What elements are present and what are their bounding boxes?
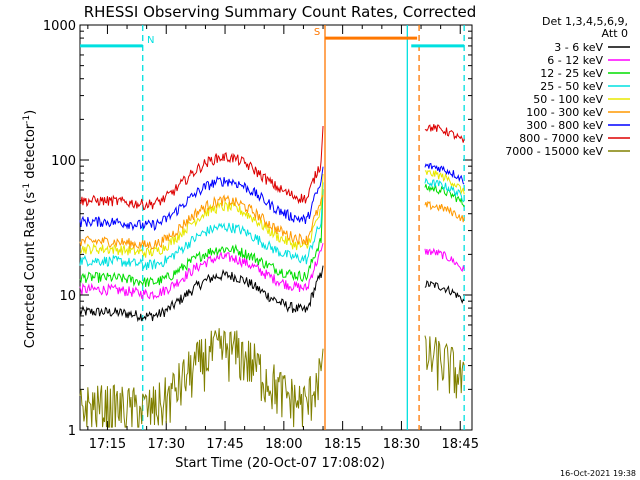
legend-label: 300 - 800 keV	[526, 119, 603, 132]
series-line-pre	[79, 328, 324, 428]
legend-header-line2: Att 0	[602, 27, 628, 40]
series-line-post	[424, 200, 465, 223]
x-tick-label: 17:45	[206, 437, 243, 452]
axes-frame	[79, 24, 473, 431]
legend-label: 800 - 7000 keV	[519, 132, 603, 145]
legend-label: 25 - 50 keV	[540, 80, 603, 93]
series-line-post	[424, 162, 465, 185]
x-tick-label: 18:30	[383, 437, 420, 452]
series-line-pre	[79, 126, 324, 211]
x-tick-label: 17:30	[148, 437, 185, 452]
time-markers	[142, 25, 465, 430]
series-line-post	[424, 247, 465, 273]
x-tick-label: 18:45	[442, 437, 479, 452]
chart-title: RHESSI Observing Summary Count Rates, Co…	[84, 3, 477, 21]
series-line-pre	[79, 189, 324, 287]
series-line-post	[424, 124, 465, 143]
y-tick-label: 1000	[43, 19, 76, 34]
y-tick-label: 1	[68, 424, 76, 439]
legend-label: 7000 - 15000 keV	[505, 145, 603, 158]
flag-label: N	[147, 35, 154, 46]
footer-timestamp: 16-Oct-2021 19:38	[560, 469, 636, 478]
legend-label: 3 - 6 keV	[554, 41, 603, 54]
y-tick-labels: 1 10 100 1000	[43, 19, 76, 439]
x-tick-label: 18:15	[324, 437, 361, 452]
series-line-pre	[79, 182, 324, 270]
series-line-pre	[79, 243, 324, 301]
y-tick-label: 100	[51, 154, 76, 169]
legend-label: 100 - 300 keV	[526, 106, 603, 119]
x-tick-label: 18:00	[265, 437, 302, 452]
series-line-pre	[79, 173, 324, 258]
y-axis-label: Corrected Count Rate (s-1 detector-1)	[22, 110, 38, 348]
series-line-post	[424, 335, 465, 399]
series-line-post	[424, 177, 465, 203]
series-line-pre	[79, 166, 324, 232]
series-line-pre	[79, 265, 324, 323]
x-tick-labels: 17:15 17:30 17:45 18:00 18:15 18:30 18:45	[89, 437, 479, 452]
legend-label: 50 - 100 keV	[533, 93, 603, 106]
flag-bars: NS	[80, 27, 465, 48]
series-lines	[79, 124, 465, 428]
series-line-pre	[79, 194, 324, 250]
plot-frame	[79, 24, 473, 431]
legend-label: 12 - 25 keV	[540, 67, 603, 80]
y-tick-label: 10	[59, 289, 76, 304]
legend-header-line1: Det 1,3,4,5,6,9,	[542, 15, 628, 28]
series-line-post	[424, 170, 465, 195]
legend-label: 6 - 12 keV	[547, 54, 603, 67]
x-axis-label: Start Time (20-Oct-07 17:08:02)	[175, 456, 385, 471]
x-tick-label: 17:15	[89, 437, 126, 452]
series-line-post	[424, 184, 465, 208]
series-line-post	[424, 280, 465, 305]
flag-label: S	[314, 27, 320, 38]
